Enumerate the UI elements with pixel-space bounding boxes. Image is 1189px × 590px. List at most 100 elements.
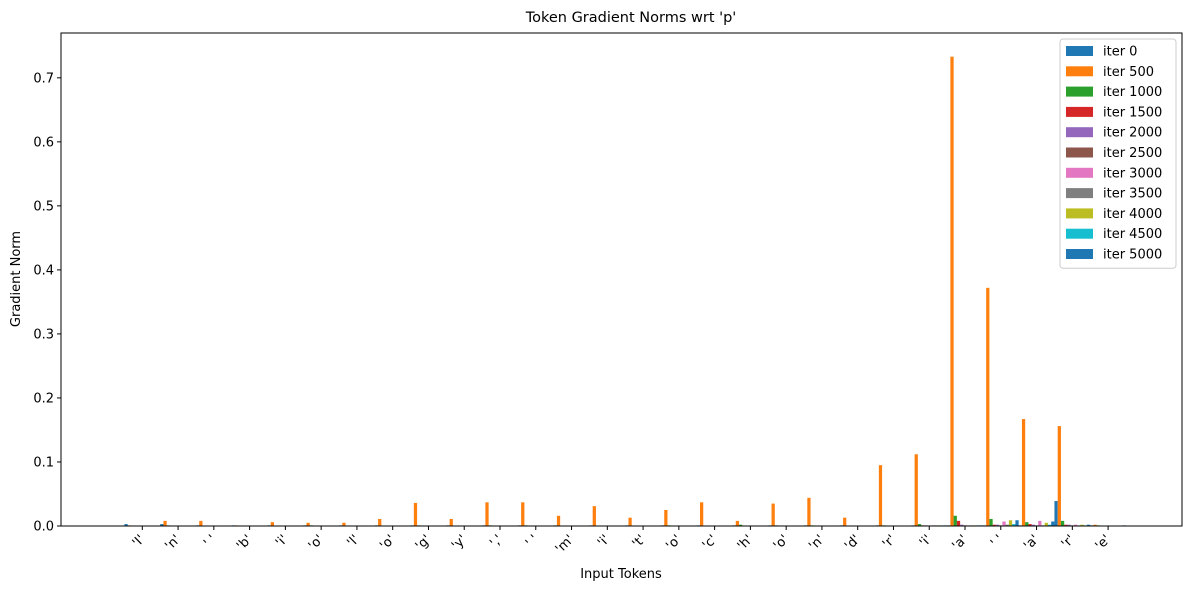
bar [1051,521,1055,526]
x-tick-label: 'o' [771,532,792,553]
bar [1067,524,1071,526]
x-tick-label: 'n' [806,532,827,553]
x-tick-label: 'o' [306,532,327,553]
bars-group [124,56,1126,526]
x-tick-label: 'a' [950,532,971,553]
bar [739,524,743,526]
x-tick-label: 'n' [162,532,183,553]
bar [592,506,596,526]
legend-label: iter 3000 [1103,166,1162,181]
bar [986,287,990,526]
bar [270,522,274,526]
y-tick-label: 0.7 [33,71,54,86]
legend: iter 0 iter 500 iter 1000 iter 1500 iter 200… [1059,38,1177,269]
bar [163,520,167,526]
bar [1080,524,1084,526]
legend-swatch [1066,208,1093,219]
x-tick-label: 'o' [377,532,398,553]
x-tick-label: ' ' [201,532,220,551]
x-tick-label: 'i' [273,532,291,550]
bar [992,524,996,526]
bar [449,518,453,526]
legend-label: iter 2500 [1103,146,1162,161]
y-tick-label: 0.2 [33,391,54,406]
bar [1005,524,1009,526]
bar [413,502,418,526]
bar [735,520,740,526]
legend-label: iter 500 [1103,65,1154,80]
x-tick-label: 'b' [234,532,256,554]
bar [1086,524,1091,526]
y-tick-label: 0.4 [33,263,54,278]
x-tick-label: ' ' [523,532,542,551]
x-tick-label: 'y' [449,532,470,553]
legend-label: iter 3500 [1103,187,1162,202]
bar [960,524,964,526]
bar [1012,524,1016,526]
x-tick-label: 'r' [880,532,899,551]
x-tick-label: ' ' [988,532,1007,551]
plot-frame [60,32,1183,527]
legend-label: iter 4000 [1103,207,1162,222]
x-tick-label: 'l' [345,532,363,550]
bar [953,515,957,526]
legend-label: iter 1000 [1103,85,1162,100]
bar [956,520,961,526]
legend-label: iter 4500 [1103,227,1162,242]
bar [1002,521,1006,526]
bar [843,517,847,526]
legend-swatch [1066,249,1093,259]
bar [1073,524,1078,526]
bar [160,524,164,526]
x-tick-label: 'c' [700,532,721,553]
legend-label: iter 1500 [1103,105,1162,120]
bar [1021,419,1026,526]
y-tick-label: 0.5 [33,199,54,214]
legend-swatch [1066,106,1093,117]
bar [1008,520,1013,526]
bar [989,518,993,526]
x-tick-label: 'g' [413,532,435,554]
bar [1044,522,1048,526]
x-tick-label: 'e' [1093,532,1114,553]
bar [914,454,918,526]
bar [1015,520,1019,526]
legend-swatch [1066,127,1093,138]
bar [917,524,922,526]
x-tick-label: 'm' [553,532,578,557]
x-tick-label: 'I' [130,532,148,550]
legend-swatch [1066,228,1093,239]
legend-label: iter 0 [1103,45,1137,60]
y-tick-label: 0.3 [33,327,54,342]
bar [807,497,811,526]
y-tick-label: 0.6 [33,135,54,150]
bar [199,520,203,526]
bar [628,517,632,526]
bar [664,509,668,526]
bar [995,524,1000,526]
x-axis-label: Input Tokens [580,567,662,582]
legend-swatch [1066,46,1093,56]
legend-swatch [1066,86,1093,97]
bar [124,524,128,526]
bar [1054,501,1058,526]
legend-label: iter 5000 [1103,248,1162,263]
bar [1093,524,1097,526]
bar [521,502,525,526]
bar [1060,520,1065,526]
x-tick-label: 'h' [735,532,756,553]
x-tick-label: 'a' [1021,532,1042,553]
bar [700,502,704,526]
y-tick-label: 0.1 [33,455,54,470]
legend-swatch [1066,167,1093,178]
bar [771,503,775,526]
bar [342,522,346,526]
legend-label: iter 2000 [1103,126,1162,141]
legend-swatch [1066,147,1093,158]
bar [1031,524,1035,526]
bar [306,522,310,526]
x-tick-label: 'o' [663,532,684,553]
x-tick-label: 'i' [917,532,935,550]
